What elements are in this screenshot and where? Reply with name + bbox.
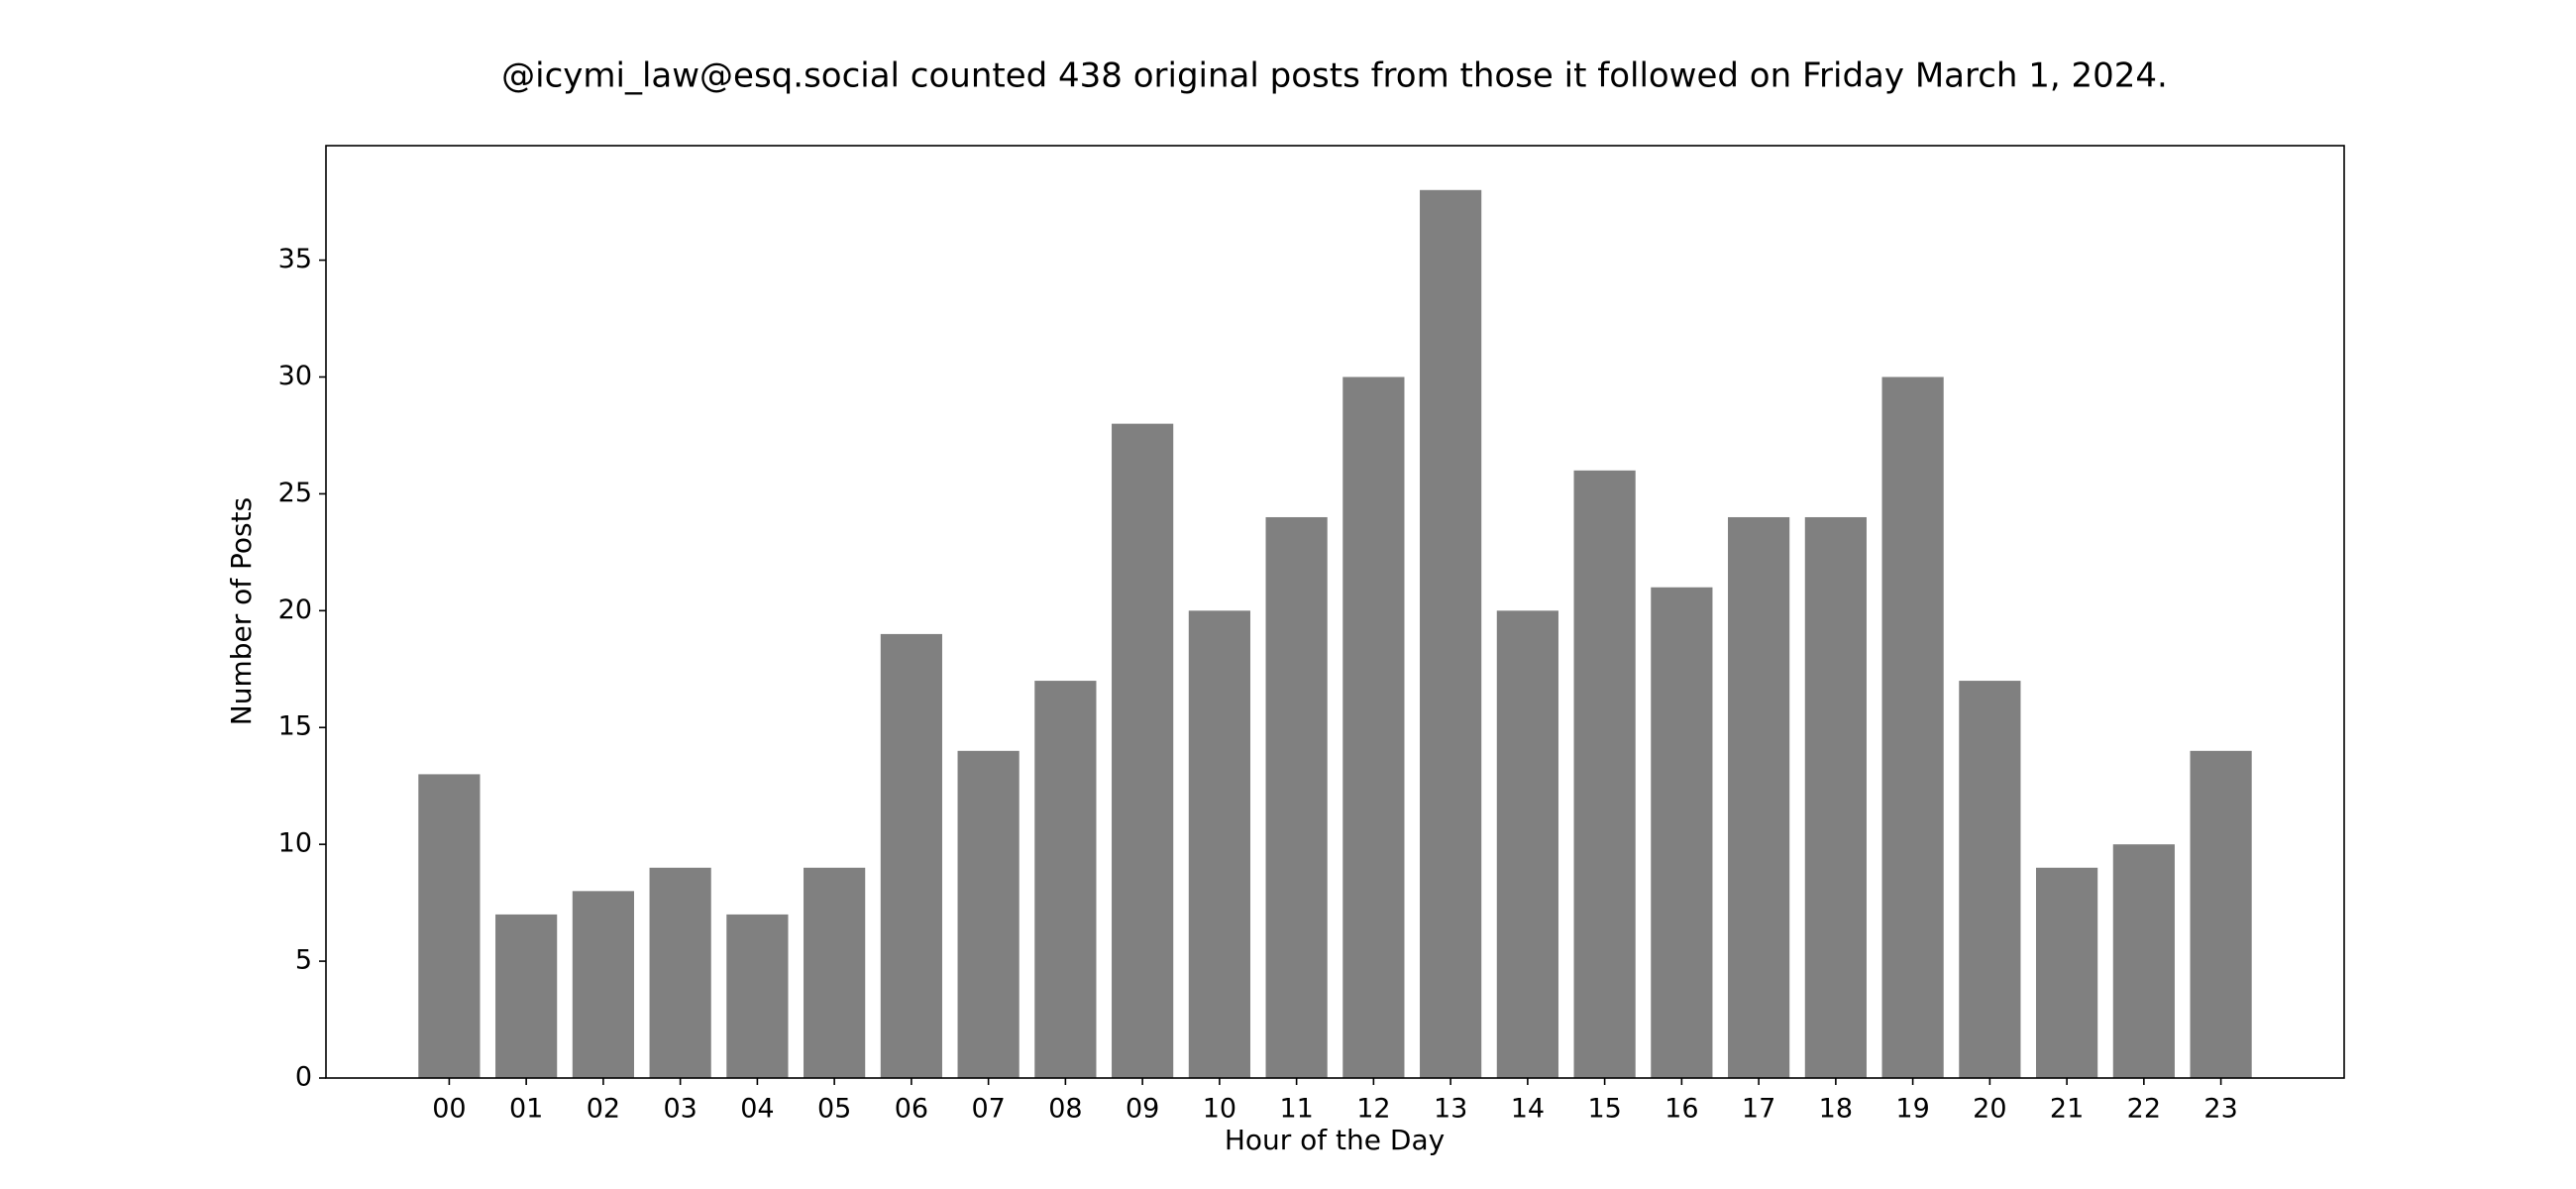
bar <box>1881 377 1944 1078</box>
x-tick-label: 07 <box>971 1094 1005 1125</box>
y-tick-label: 5 <box>295 945 312 976</box>
bar <box>2112 844 2175 1078</box>
x-tick-label: 19 <box>1895 1094 1929 1125</box>
y-tick-label: 30 <box>278 361 312 391</box>
bar <box>649 867 711 1078</box>
plot-frame <box>325 145 2345 1079</box>
chart-title: @icymi_law@esq.social counted 438 origin… <box>501 56 2168 96</box>
bar <box>1804 516 1867 1078</box>
x-tick-label: 12 <box>1356 1094 1390 1125</box>
x-tick-label: 05 <box>817 1094 851 1125</box>
y-tick-label: 10 <box>278 828 312 859</box>
y-axis-label: Number of Posts <box>225 497 258 725</box>
bar <box>572 891 634 1078</box>
bar <box>495 914 558 1078</box>
x-axis-label: Hour of the Day <box>1225 1124 1445 1156</box>
bar <box>1342 377 1405 1078</box>
x-tick-label: 14 <box>1511 1094 1545 1125</box>
y-tick-label: 0 <box>295 1062 312 1093</box>
x-tick-label: 17 <box>1742 1094 1775 1125</box>
y-tick-label: 25 <box>278 478 312 508</box>
x-tick-label: 18 <box>1819 1094 1853 1125</box>
bar <box>2190 750 2252 1078</box>
x-tick-label: 01 <box>509 1094 543 1125</box>
x-tick-label: 20 <box>1973 1094 2006 1125</box>
x-tick-label: 16 <box>1664 1094 1698 1125</box>
y-tick-label: 35 <box>278 244 312 274</box>
x-tick-label: 15 <box>1587 1094 1621 1125</box>
bar <box>957 750 1020 1078</box>
bar <box>1728 516 1790 1078</box>
x-tick-label: 00 <box>432 1094 466 1125</box>
bar <box>726 914 789 1078</box>
x-tick-label: 21 <box>2050 1094 2084 1125</box>
bar <box>2036 867 2098 1078</box>
bar <box>1112 423 1174 1078</box>
x-tick-label: 10 <box>1203 1094 1236 1125</box>
x-tick-label: 23 <box>2203 1094 2237 1125</box>
y-tick-label: 20 <box>278 594 312 625</box>
bar <box>804 867 866 1078</box>
bar <box>1265 516 1328 1078</box>
x-tick-label: 09 <box>1126 1094 1159 1125</box>
x-tick-label: 08 <box>1048 1094 1082 1125</box>
bar <box>1034 681 1097 1078</box>
bar <box>1959 681 2021 1078</box>
bar <box>1188 610 1250 1078</box>
x-tick-label: 22 <box>2127 1094 2161 1125</box>
bar <box>880 633 942 1078</box>
x-tick-label: 06 <box>895 1094 928 1125</box>
bar <box>1420 189 1482 1079</box>
bar <box>1573 470 1636 1079</box>
x-tick-label: 04 <box>740 1094 774 1125</box>
bar <box>1651 587 1713 1078</box>
bar <box>418 774 481 1078</box>
x-tick-label: 11 <box>1279 1094 1313 1125</box>
x-tick-label: 02 <box>587 1094 620 1125</box>
bar <box>1496 610 1558 1078</box>
x-tick-label: 13 <box>1434 1094 1467 1125</box>
x-tick-label: 03 <box>663 1094 697 1125</box>
y-tick-label: 15 <box>278 711 312 742</box>
